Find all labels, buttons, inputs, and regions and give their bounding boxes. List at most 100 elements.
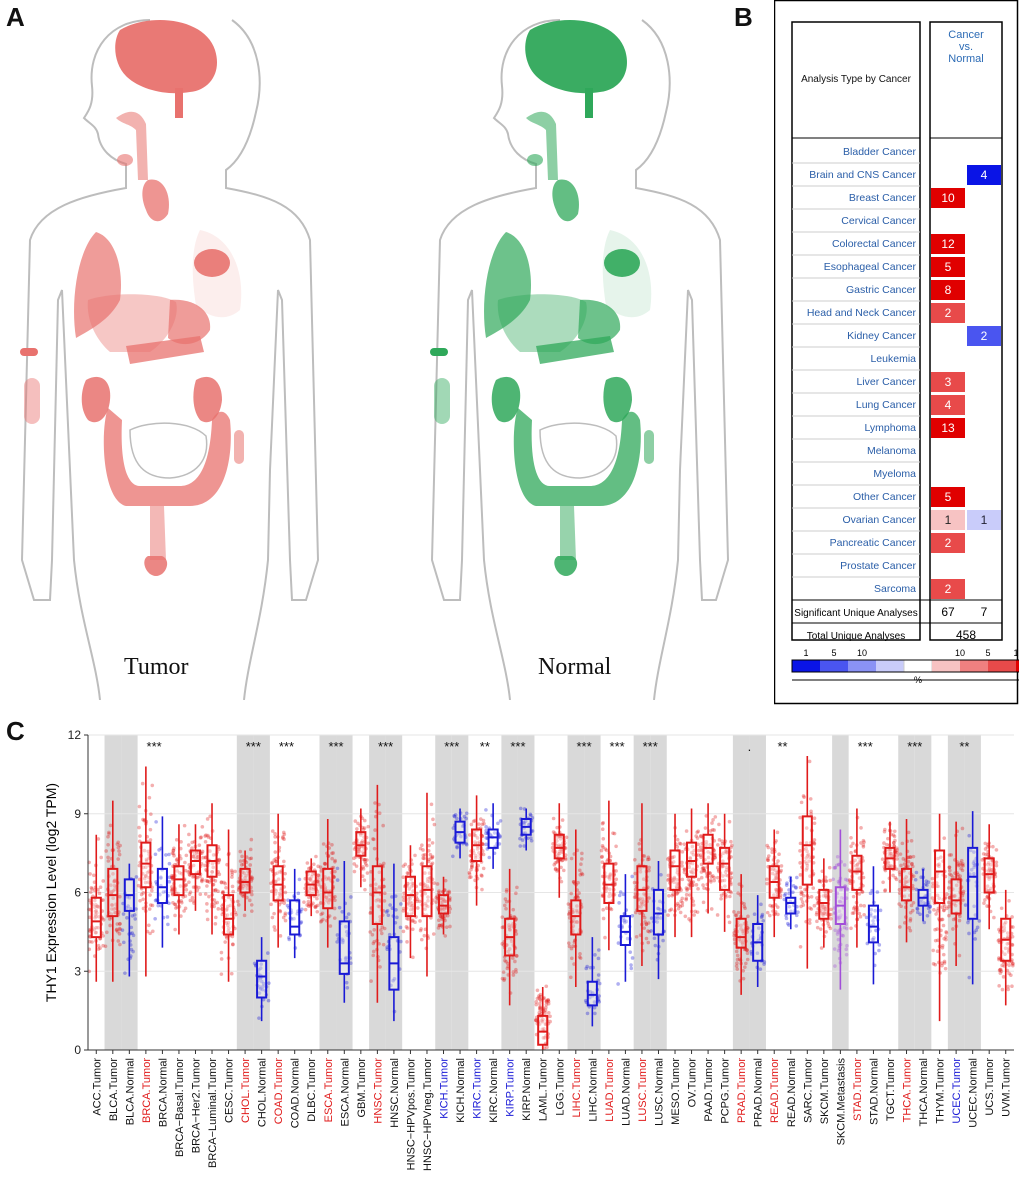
data-point <box>469 864 474 869</box>
tumor-lung-right <box>74 232 121 338</box>
data-point <box>257 985 262 989</box>
data-point <box>292 916 296 921</box>
data-point <box>112 879 116 884</box>
data-point <box>337 905 342 910</box>
data-point <box>563 857 568 862</box>
data-point <box>382 899 387 903</box>
overexpression-count: 3 <box>945 375 952 389</box>
data-point <box>469 867 473 872</box>
data-point <box>178 884 183 888</box>
data-point <box>708 829 713 833</box>
box <box>950 878 962 915</box>
data-point <box>226 923 230 928</box>
data-point <box>656 906 661 911</box>
data-point <box>688 855 692 860</box>
data-point <box>274 857 278 861</box>
data-point <box>710 828 715 832</box>
data-point <box>680 850 685 854</box>
data-point <box>1006 987 1011 992</box>
y-tick-label: 12 <box>68 730 82 742</box>
data-point <box>555 860 559 864</box>
data-point <box>679 899 683 904</box>
data-point <box>423 907 427 911</box>
data-point <box>376 897 380 902</box>
data-point <box>715 865 720 870</box>
box <box>404 875 416 918</box>
data-point <box>729 871 734 875</box>
data-point <box>720 878 725 883</box>
cancer-row-label: Esophageal Cancer <box>824 261 917 273</box>
data-point <box>588 990 593 994</box>
data-point <box>957 918 962 923</box>
box-COAD.Normal <box>285 868 304 959</box>
data-point <box>316 876 320 881</box>
data-point <box>171 900 175 905</box>
data-point <box>546 998 550 1003</box>
data-point <box>504 887 509 892</box>
data-point <box>217 857 222 862</box>
normal-colon <box>513 408 641 506</box>
data-point <box>647 865 651 870</box>
data-point <box>927 910 932 914</box>
data-point <box>143 874 148 878</box>
data-point <box>221 889 225 894</box>
data-point <box>167 852 171 857</box>
legend-tick: 10 <box>955 648 965 658</box>
data-point <box>248 898 252 903</box>
data-point <box>94 930 98 935</box>
data-point <box>507 947 512 951</box>
data-point <box>90 940 94 944</box>
data-point <box>467 870 472 875</box>
data-point <box>269 867 273 872</box>
x-tick-label: BRCA−Luminal.Tumor <box>207 1058 219 1168</box>
data-point <box>274 879 278 884</box>
box <box>619 915 631 946</box>
data-point <box>183 883 188 888</box>
data-point <box>410 901 414 906</box>
data-point <box>273 850 278 854</box>
significance-mark: *** <box>378 739 393 754</box>
significance-mark: *** <box>147 739 162 754</box>
data-point <box>670 855 675 860</box>
data-point <box>216 889 220 894</box>
overexpression-count: 8 <box>945 283 952 297</box>
data-point <box>270 915 275 920</box>
data-point <box>198 874 202 879</box>
data-point <box>614 869 618 873</box>
data-point <box>671 877 676 882</box>
data-point <box>933 962 938 967</box>
data-point <box>321 917 325 922</box>
data-point <box>423 901 428 906</box>
data-point <box>685 888 689 892</box>
tumor-liver <box>87 294 177 352</box>
data-point <box>213 887 218 892</box>
data-point <box>134 907 138 911</box>
data-point <box>423 891 428 896</box>
data-point <box>734 949 739 954</box>
normal-arm-tissue <box>434 378 450 424</box>
data-point <box>278 892 283 897</box>
data-point <box>441 897 445 902</box>
data-point <box>556 851 561 856</box>
data-point <box>798 945 803 949</box>
data-point <box>281 915 286 920</box>
data-point <box>472 833 477 838</box>
data-point <box>807 918 812 922</box>
data-point <box>179 914 183 918</box>
box <box>338 920 350 975</box>
data-point <box>498 835 502 839</box>
legend-unit: % <box>914 675 922 685</box>
data-point <box>744 961 748 966</box>
data-point <box>741 968 746 973</box>
data-point <box>551 816 556 821</box>
data-point <box>809 812 813 816</box>
box-BLCA.Normal <box>120 863 139 977</box>
data-point <box>683 914 688 919</box>
data-point <box>967 975 972 980</box>
data-point <box>672 880 676 885</box>
data-point <box>272 925 277 929</box>
data-point <box>343 956 348 961</box>
data-point <box>680 877 685 882</box>
data-point <box>92 880 97 884</box>
data-point <box>107 917 112 921</box>
